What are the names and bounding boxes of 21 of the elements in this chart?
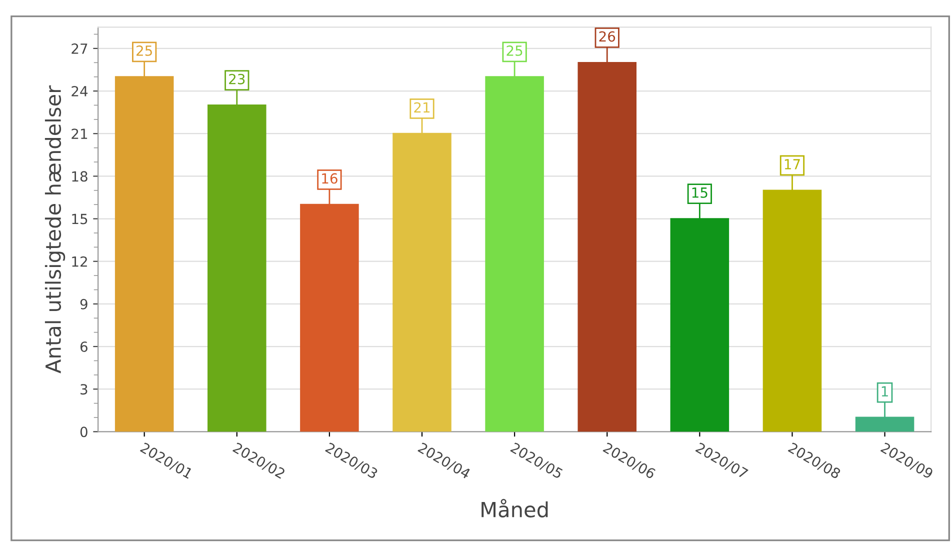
data-label: 16 [322, 173, 338, 184]
y-tick-label: 0 [80, 426, 88, 438]
y-tick-label: 24 [72, 86, 88, 96]
y-tick-label: 27 [72, 43, 88, 54]
data-label: 15 [692, 188, 708, 198]
y-tick-label: 3 [80, 384, 88, 395]
data-label: 25 [136, 45, 152, 56]
y-axis-title: Antal utilsigtede hændelser [44, 85, 66, 374]
y-tick-label: 9 [80, 298, 88, 310]
y-tick-label: 12 [72, 256, 87, 267]
data-label: 17 [784, 159, 800, 170]
data-label: 23 [229, 74, 245, 84]
x-axis-title: Måned [482, 498, 548, 518]
y-tick-label: 15 [72, 214, 88, 224]
data-label: 26 [599, 31, 616, 42]
y-tick-label: 18 [72, 171, 88, 182]
data-label: 21 [414, 102, 430, 113]
y-tick-label: 6 [80, 341, 88, 352]
data-label: 25 [506, 45, 522, 56]
y-tick-label: 21 [72, 128, 88, 139]
data-label: 1 [882, 386, 888, 396]
